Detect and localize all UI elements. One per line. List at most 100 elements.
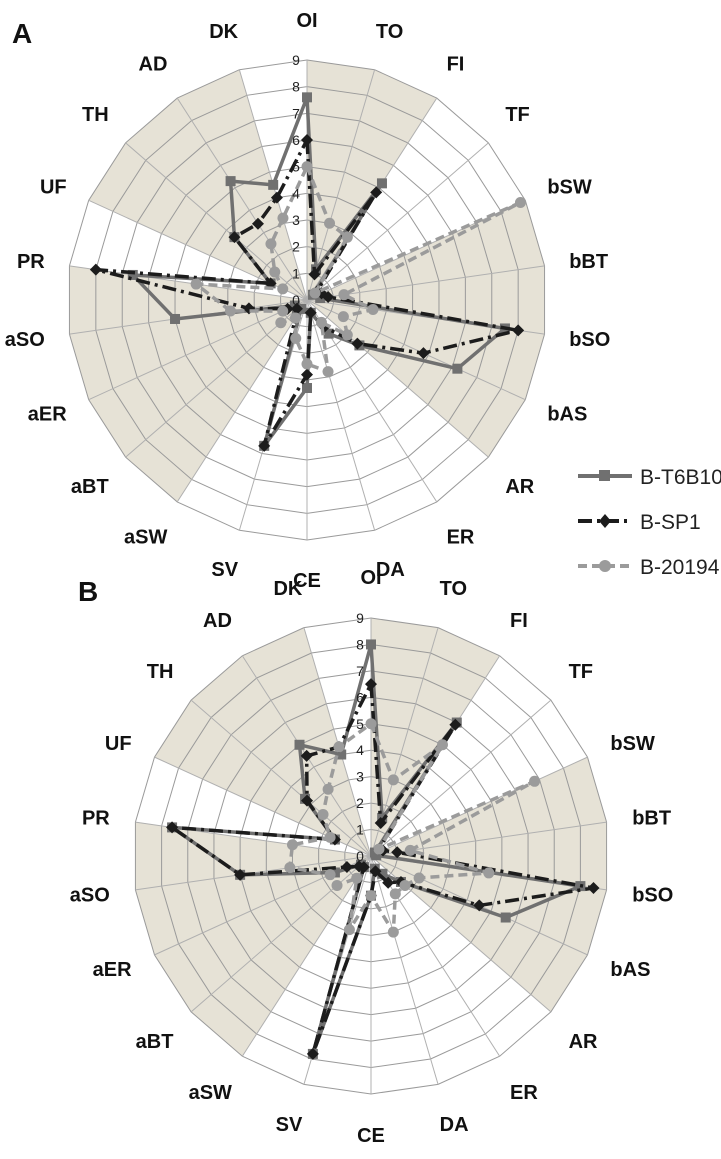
point-b-20194-tf-b [373,843,385,855]
shaded-sector-bbt-b [371,822,607,890]
r-tick-label-b-5: 5 [356,716,364,732]
category-label-bbt-b: bBT [632,807,671,829]
shaded-sector-aer-a [69,300,307,400]
category-label-sv-b: SV [276,1114,303,1136]
point-b-sp1-pr-a [89,263,102,276]
category-label-er-a: ER [447,527,475,549]
point-b-20194-uf-a [277,283,289,295]
point-b-20194-tf-a [309,287,321,299]
point-b-20194-th-a [269,266,281,278]
point-b-20194-bbt-b [404,844,416,856]
point-b-sp1-th-a [228,231,241,244]
r-tick-label-b-4: 4 [356,742,364,758]
spoke-asw-a [176,299,308,503]
point-b-20194-aso-b [284,862,296,874]
point-b-t6b10-ad-b [294,739,305,750]
point-b-20194-abt-b [331,879,343,891]
legend-marker-b-t6b10 [599,470,610,481]
shaded-sector-asw-b [191,856,371,1057]
category-label-bsw-b: bSW [610,733,655,755]
point-b-sp1-oi-a [301,134,313,146]
point-b-20194-oi-a [301,161,313,173]
category-label-tf-b: TF [569,661,593,683]
point-b-20194-to-b [387,774,399,786]
point-b-sp1-bbt-b [391,846,404,859]
category-label-bsw-a: bSW [547,177,592,199]
legend-label-b-sp1: B-SP1 [640,511,701,534]
point-b-20194-bbt-a [338,289,350,301]
r-tick-label-a-0: 0 [292,292,300,308]
point-b-20194-aer-b [324,869,336,881]
point-b-sp1-bas-a [417,347,430,360]
category-label-da-a: DA [376,559,405,581]
r-tick-label-a-9: 9 [292,52,300,68]
point-b-20194-dk-b [333,741,345,753]
point-b-20194-dk-a [277,212,289,224]
category-label-asw-a: aSW [124,527,167,549]
point-b-20194-uf-b [324,831,336,843]
category-label-oi-a: OI [296,10,317,32]
shaded-sector-aso-b [135,822,371,890]
spoke-pr-a [69,265,308,301]
point-b-t6b10-bbt-a [315,293,326,304]
point-b-sp1-bso-b [587,881,600,894]
point-b-t6b10-dk-b [336,749,347,760]
r-tick-label-a-7: 7 [292,105,300,121]
category-label-tf-a: TF [505,104,529,126]
shaded-sector-aso-a [69,265,307,335]
point-b-t6b10-aso-a [170,313,181,324]
point-b-20194-er-b [389,888,401,900]
legend-label-b-t6b10: B-T6B10 [640,466,721,489]
shaded-sector-th-a [125,98,307,300]
point-b-sp1-to-a [308,268,321,281]
point-b-sp1-dk-a [270,191,283,204]
shaded-sector-oi-a [307,60,375,300]
category-label-ar-a: AR [505,476,534,498]
point-b-20194-oi-b [365,718,377,730]
point-b-20194-ar-a [341,329,353,341]
legend-label-b-20194: B-20194 [640,556,720,579]
category-label-bbt-a: bBT [569,251,608,273]
point-b-20194-ad-a [265,238,277,250]
shaded-sector-th-b [191,655,371,856]
point-b-20194-aer-a [277,305,289,317]
legend-marker-b-20194 [599,560,611,572]
point-b-sp1-th-b [301,794,314,807]
category-label-asw-b: aSW [189,1082,232,1104]
point-b-sp1-fi-a [370,186,383,199]
point-b-sp1-ad-b [300,749,313,762]
category-label-bso-a: bSO [569,329,610,351]
spoke-to-a [306,69,376,301]
category-label-oi-b: OI [360,567,381,589]
point-b-20194-sv-a [290,332,302,344]
point-b-sp1-da-b [369,865,382,878]
point-b-sp1-er-b [382,876,395,889]
series-line-b-20194-a [194,164,523,374]
point-b-t6b10-bas-b [500,912,511,923]
r-tick-label-a-5: 5 [292,159,300,175]
point-b-sp1-abt-b [353,860,366,873]
point-b-sp1-ad-a [251,217,264,230]
shaded-sector-bas-b [371,856,588,1012]
shaded-sector-asw-a [125,300,307,502]
point-b-t6b10-pr-a [127,269,138,280]
shaded-sector-oi-b [371,618,439,856]
point-b-20194-pr-b [286,839,298,851]
legend: B-T6B10 B-SP1 B-20194 [578,466,721,579]
point-b-sp1-aso-b [234,868,247,881]
shaded-sector-abt-b [154,856,371,1012]
point-b-20194-da-a [322,366,334,378]
radar-chart-b: 0 1 2 3 4 5 6 7 8 9 OI TO FI TF bSW bBT bSO bAS AR ER DA CE SV… [70,567,674,1147]
point-b-20194-bas-a [337,311,349,323]
panel-letter-a: A [12,18,32,49]
point-b-20194-asw-a [289,312,301,324]
category-label-uf-a: UF [40,177,67,199]
category-label-ar-b: AR [569,1031,598,1053]
category-label-bas-b: bAS [610,959,650,981]
r-tick-label-b-0: 0 [356,848,364,864]
point-b-sp1-fi-b [449,718,462,731]
point-b-sp1-bso-a [512,324,525,337]
category-label-ad-b: AD [203,610,232,632]
category-label-sv-a: SV [211,559,238,581]
point-b-t6b10-er-a [323,328,334,339]
